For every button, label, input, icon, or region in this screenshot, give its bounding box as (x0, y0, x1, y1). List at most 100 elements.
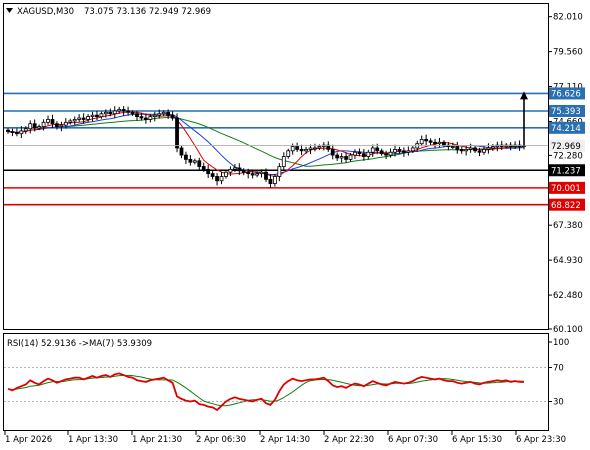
x-tick-label: 1 Apr 2026 (5, 435, 52, 445)
x-tick-label: 6 Apr 23:30 (516, 435, 566, 445)
triangle-down-icon[interactable] (6, 8, 13, 13)
candle-body (433, 141, 437, 145)
candle-body (59, 124, 64, 127)
candle-body (95, 114, 99, 118)
x-tick-label: 2 Apr 06:30 (196, 435, 246, 445)
candle-body (210, 173, 215, 177)
candle-body (72, 119, 77, 122)
rsi-layer (4, 367, 548, 412)
x-tick-label: 1 Apr 21:30 (132, 435, 182, 445)
level-tag-bg (549, 121, 585, 134)
candle-body (130, 111, 135, 115)
rsi-tick-label: 100 (553, 338, 569, 348)
candle-body (428, 140, 433, 143)
candle-body (23, 128, 28, 132)
price-layer (4, 91, 548, 206)
y-tick-label: 60.100 (553, 325, 583, 335)
candle-body (259, 171, 264, 175)
candle-body (224, 171, 228, 177)
candle-body (459, 148, 464, 152)
candle-body (86, 116, 90, 120)
candle-body (175, 117, 179, 149)
current-price-tag: 72.969 (551, 142, 581, 152)
candle-body (388, 151, 393, 156)
y-tick-label: 64.930 (553, 256, 583, 266)
candle-body (32, 123, 37, 129)
candle-body (410, 147, 415, 152)
candle-body (28, 123, 33, 130)
candle-body (50, 119, 55, 125)
candle-body (246, 171, 251, 175)
symbol-timeframe: XAGUSD,M30 (17, 7, 74, 17)
candle-body (406, 150, 411, 153)
candle-body (295, 146, 300, 150)
x-tick-label: 2 Apr 22:30 (324, 435, 374, 445)
candle-body (290, 146, 295, 152)
candle-body (370, 147, 375, 153)
candle-body (272, 176, 277, 185)
rsi-title: RSI(14) 52.9136 ->MA(7) 53.9309 (7, 339, 152, 349)
ohlc-values: 73.075 73.136 72.949 72.969 (84, 7, 211, 17)
candle-body (264, 171, 268, 180)
candle-body (81, 117, 86, 120)
level-tag: 75.393 (551, 107, 581, 117)
candle-body (10, 131, 15, 133)
candle-body (215, 176, 219, 182)
candle-body (490, 146, 495, 149)
candle-body (41, 121, 46, 127)
level-tag: 71.237 (551, 166, 581, 176)
rsi-line (7, 372, 525, 412)
level-tag: 76.626 (551, 90, 581, 100)
candle-body (206, 168, 211, 175)
candle-body (179, 147, 184, 156)
candle-body (152, 114, 157, 118)
candle-body (268, 178, 273, 185)
candle-body (188, 158, 193, 163)
candle-body (255, 173, 260, 176)
candle-body (482, 148, 486, 153)
candle-body (157, 113, 162, 116)
candle-body (148, 116, 153, 120)
candle-body (112, 110, 117, 115)
candle-body (335, 154, 340, 159)
candle-body (228, 168, 233, 173)
candle-body (161, 111, 166, 115)
candle-body (330, 148, 335, 156)
candle-body (68, 120, 73, 123)
x-tick-label: 1 Apr 13:30 (68, 435, 118, 445)
candle-body (250, 173, 255, 176)
candle-body (232, 167, 237, 170)
candle-body (450, 146, 455, 148)
axis-layer: 82.01079.56077.11074.66072.28069.83067.3… (4, 13, 585, 445)
candle-body (464, 148, 469, 152)
candle-body (393, 148, 397, 153)
y-tick-label: 72.280 (553, 151, 583, 161)
candle-body (135, 113, 139, 118)
candle-body (192, 160, 197, 163)
candle-body (313, 147, 317, 150)
candle-body (170, 114, 175, 119)
x-tick-label: 2 Apr 14:30 (260, 435, 310, 445)
candle-body (108, 111, 113, 115)
candle-body (455, 146, 460, 150)
candle-body (277, 166, 282, 177)
candle-body (241, 170, 246, 173)
candle-body (55, 123, 59, 127)
price-panel[interactable] (3, 3, 549, 330)
candle-body (219, 176, 224, 182)
level-tag-bg (549, 87, 585, 100)
candle-body (126, 110, 131, 113)
candle-body (348, 154, 353, 160)
candle-body (99, 113, 104, 118)
candle-body (46, 119, 50, 123)
candle-body (281, 156, 286, 167)
candle-body (424, 139, 429, 142)
level-tag-bg (549, 105, 585, 118)
candle-body (486, 147, 491, 150)
candle-body (344, 156, 348, 160)
candle-body (90, 114, 95, 118)
level-tag-bg (549, 181, 585, 194)
x-tick-label: 6 Apr 15:30 (452, 435, 502, 445)
candle-body (77, 117, 82, 120)
